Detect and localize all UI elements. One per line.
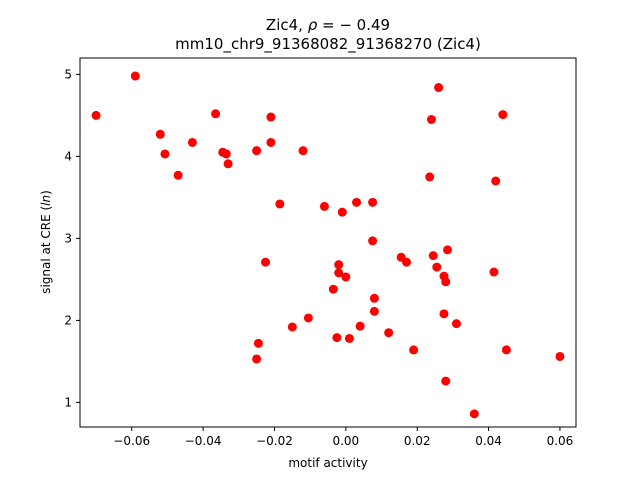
data-point <box>441 376 451 386</box>
data-point <box>155 129 165 139</box>
y-tick-label: 1 <box>64 395 72 409</box>
y-label-italic: ln <box>39 195 53 206</box>
title-suffix: = − 0.49 <box>317 16 390 34</box>
x-axis-ticks: −0.06 −0.04 −0.02 0.00 0.02 0.04 0.06 <box>113 427 573 448</box>
y-tick-label: 3 <box>64 231 72 245</box>
data-point <box>221 149 231 159</box>
data-point <box>337 207 347 217</box>
data-point <box>501 345 511 355</box>
data-point <box>425 172 435 182</box>
data-point <box>211 109 221 119</box>
data-point <box>489 267 499 277</box>
data-point <box>253 338 263 348</box>
y-label-suffix: ) <box>39 190 53 195</box>
y-axis-label: signal at CRE (ln) <box>39 190 53 294</box>
data-point <box>298 146 308 156</box>
data-point <box>428 251 438 261</box>
data-point <box>439 309 449 319</box>
data-point <box>266 112 276 122</box>
data-point <box>451 319 461 329</box>
x-tick-label: 0.00 <box>332 434 359 448</box>
title-rho: ρ <box>308 16 318 34</box>
data-point <box>252 354 262 364</box>
plot-area-frame <box>79 57 577 428</box>
data-point <box>173 170 183 180</box>
data-point <box>160 149 170 159</box>
data-point <box>275 199 285 209</box>
data-point <box>432 262 442 272</box>
data-point <box>441 277 451 287</box>
data-point <box>368 236 378 246</box>
y-tick-label: 4 <box>64 149 72 163</box>
data-point <box>344 333 354 343</box>
data-points <box>91 71 565 419</box>
x-tick-label: 0.02 <box>404 434 431 448</box>
chart-title-line2: mm10_chr9_91368082_91368270 (Zic4) <box>175 35 481 54</box>
title-prefix: Zic4, <box>266 16 308 34</box>
data-point <box>252 146 262 156</box>
data-point <box>287 322 297 332</box>
data-point <box>491 176 501 186</box>
data-point <box>434 83 444 93</box>
data-point <box>384 328 394 338</box>
y-tick-label: 2 <box>64 313 72 327</box>
data-point <box>334 260 344 270</box>
y-tick-label: 5 <box>64 67 72 81</box>
data-point <box>469 409 479 419</box>
data-point <box>355 321 365 331</box>
data-point <box>409 345 419 355</box>
data-point <box>303 313 313 323</box>
data-point <box>332 333 342 343</box>
data-point <box>130 71 140 81</box>
data-point <box>402 257 412 267</box>
data-point <box>369 306 379 316</box>
data-point <box>319 201 329 211</box>
data-point <box>266 137 276 147</box>
data-point <box>352 197 362 207</box>
data-point <box>328 284 338 294</box>
data-point <box>555 351 565 361</box>
data-point <box>368 197 378 207</box>
data-point <box>91 110 101 120</box>
data-point <box>261 257 271 267</box>
chart-title-line1: Zic4, ρ = − 0.49 <box>266 16 390 34</box>
y-axis-ticks: 1 2 3 4 5 <box>64 67 80 409</box>
data-point <box>426 115 436 124</box>
x-tick-label: 0.04 <box>475 434 502 448</box>
data-point <box>334 268 344 278</box>
x-tick-label: 0.06 <box>547 434 574 448</box>
data-point <box>369 293 379 303</box>
x-tick-label: −0.04 <box>185 434 222 448</box>
data-point <box>443 245 453 255</box>
data-point <box>498 110 508 120</box>
data-point <box>223 159 233 169</box>
data-point <box>341 272 351 282</box>
data-point <box>187 137 197 147</box>
x-tick-label: −0.06 <box>113 434 150 448</box>
x-tick-label: −0.02 <box>256 434 293 448</box>
x-axis-label: motif activity <box>288 456 367 470</box>
y-label-prefix: signal at CRE ( <box>39 206 53 294</box>
